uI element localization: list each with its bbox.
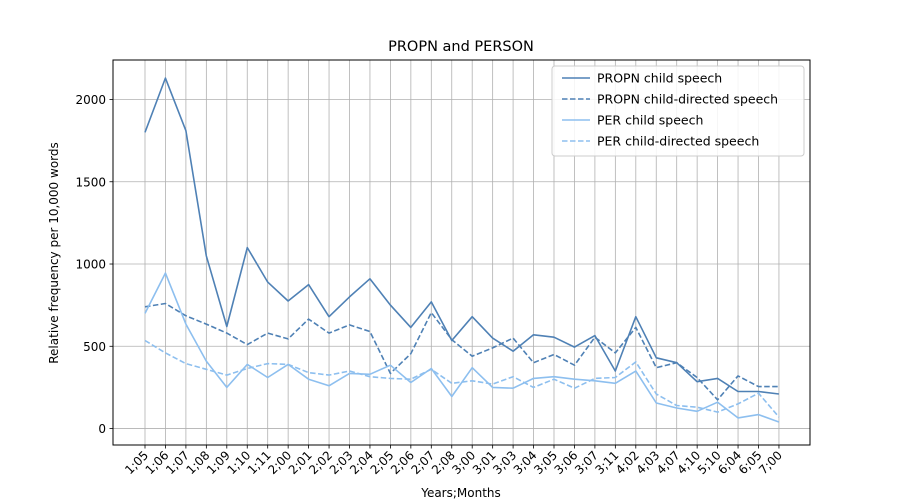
y-tick-label: 2000 (75, 93, 106, 107)
y-ticks: 0 500 1000 1500 2000 (75, 93, 113, 436)
y-tick-label: 500 (83, 340, 106, 354)
series-line-3 (144, 339, 780, 418)
series-layer (144, 77, 780, 423)
chart-title: PROPN and PERSON (388, 39, 534, 55)
legend-box (551, 65, 805, 157)
y-tick-label: 1500 (75, 175, 106, 189)
series-line-0 (144, 77, 779, 395)
series-line-2 (144, 272, 780, 423)
series-line-1 (144, 302, 779, 401)
plot-frame (112, 59, 811, 446)
legend-label: PROPN child speech (597, 71, 722, 86)
legend-label: PER child-directed speech (597, 134, 759, 149)
legend-label: PROPN child-directed speech (597, 92, 778, 107)
grid-layer (113, 60, 810, 445)
y-tick-label: 0 (98, 422, 106, 436)
y-tick-label: 1000 (75, 258, 106, 272)
y-axis-title: Relative frequency per 10,000 words (47, 142, 61, 364)
legend-label: PER child speech (597, 113, 703, 128)
legend: PROPN child speech PROPN child-directed s… (551, 65, 805, 157)
x-axis-title: Years;Months (420, 486, 501, 500)
